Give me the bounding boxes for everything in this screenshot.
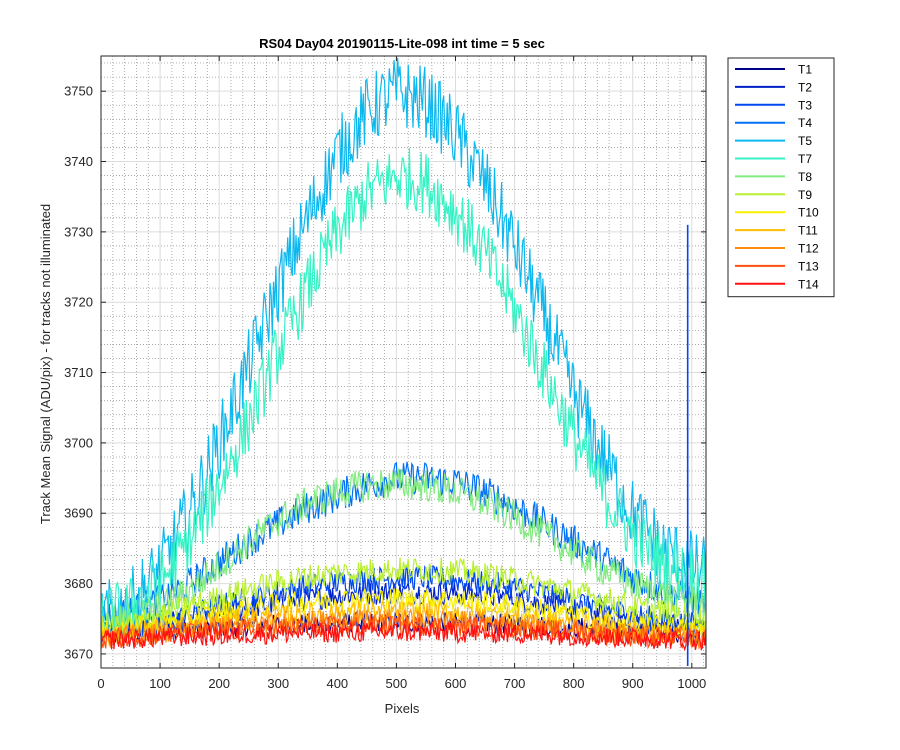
series-line-t5 — [100, 57, 707, 643]
y-tick-label: 3700 — [64, 435, 93, 450]
legend-label-t13: T13 — [798, 259, 819, 273]
legend: T1 T2 T3 T4 T5 T7 T8 T9 T10 T11 T12 T13 T14 — [727, 57, 835, 298]
x-tick-label: 300 — [267, 676, 289, 691]
x-tick-label: 800 — [563, 676, 585, 691]
x-tick-label: 200 — [208, 676, 230, 691]
legend-label-t14: T14 — [798, 277, 819, 291]
legend-label-t9: T9 — [798, 188, 812, 202]
plot-area: 0 100 200 300 400 500 600 700 800 900 1000 3670 368… — [64, 55, 707, 691]
legend-label-t1: T1 — [798, 63, 812, 77]
x-tick-label: 0 — [97, 676, 104, 691]
series-line-t9 — [100, 557, 707, 640]
y-tick-label: 3740 — [64, 154, 93, 169]
series-line-t7 — [100, 147, 707, 641]
y-axis-label: Track Mean Signal (ADU/pix) - for tracks… — [38, 204, 53, 524]
x-tick-label: 700 — [504, 676, 526, 691]
legend-label-t12: T12 — [798, 242, 819, 256]
chart-title: RS04 Day04 20190115-Lite-098 int time = … — [259, 36, 545, 51]
y-tick-label: 3710 — [64, 365, 93, 380]
legend-label-t4: T4 — [798, 116, 812, 130]
x-tick-label: 600 — [445, 676, 467, 691]
y-tick-label: 3670 — [64, 646, 93, 661]
x-tick-label: 100 — [149, 676, 171, 691]
y-tick-label: 3680 — [64, 576, 93, 591]
legend-label-t5: T5 — [798, 134, 812, 148]
legend-label-t7: T7 — [798, 152, 812, 166]
y-tick-label: 3750 — [64, 84, 93, 99]
x-axis-label: Pixels — [385, 701, 420, 716]
plot-frame — [100, 55, 707, 669]
legend-label-t8: T8 — [798, 170, 812, 184]
y-axis-ticks: 3670 3680 3690 3700 3710 3720 3730 3740 3750 — [64, 84, 706, 661]
x-axis-ticks: 0 100 200 300 400 500 600 700 800 900 1000 — [97, 56, 706, 691]
x-tick-label: 500 — [386, 676, 408, 691]
series-line-t10 — [100, 588, 707, 643]
legend-label-t2: T2 — [798, 80, 812, 94]
series-line-t8 — [100, 468, 707, 636]
y-tick-label: 3720 — [64, 295, 93, 310]
y-tick-label: 3690 — [64, 506, 93, 521]
x-tick-label: 400 — [326, 676, 348, 691]
series-line-t14 — [100, 620, 707, 652]
y-tick-label: 3730 — [64, 224, 93, 239]
legend-label-t3: T3 — [798, 98, 812, 112]
series-line-t11 — [101, 599, 707, 648]
series-layer — [100, 57, 707, 667]
x-tick-label: 1000 — [677, 676, 706, 691]
legend-label-t11: T11 — [798, 224, 818, 238]
x-tick-label: 900 — [622, 676, 644, 691]
legend-label-t10: T10 — [798, 206, 819, 220]
